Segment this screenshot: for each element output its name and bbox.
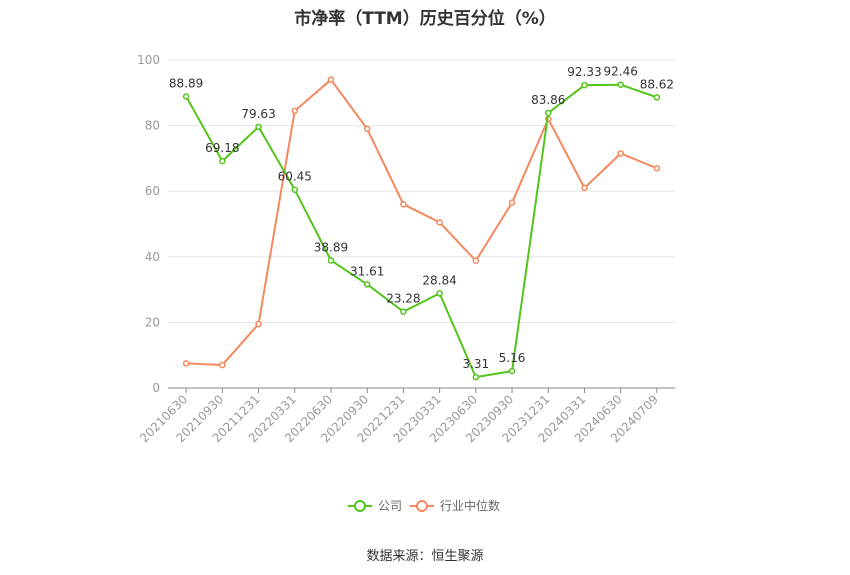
data-point-industry-median	[327, 76, 335, 83]
data-point-company	[581, 81, 588, 89]
data-point-industry-median	[291, 107, 298, 115]
data-point-company	[617, 81, 624, 88]
data-label: 38.89	[314, 240, 348, 254]
data-label: 60.45	[278, 170, 312, 184]
data-point-industry-median	[508, 199, 516, 206]
data-point-industry-median	[219, 361, 226, 369]
data-point-industry-median	[472, 257, 480, 264]
data-label: 28.84	[422, 273, 456, 287]
data-point-company	[327, 257, 335, 264]
series-line-company	[185, 83, 658, 379]
data-point-company	[545, 109, 552, 117]
data-point-company	[508, 367, 516, 375]
data-label: 23.28	[386, 292, 420, 306]
data-label: 5.16	[499, 351, 526, 365]
data-point-company	[400, 308, 407, 315]
data-point-company	[182, 93, 190, 100]
data-label: 69.18	[205, 141, 239, 155]
chart-title: 市净率（TTM）历史百分位（%）	[294, 9, 556, 29]
data-point-industry-median	[363, 125, 371, 133]
data-point-company	[291, 186, 298, 193]
data-point-company	[219, 157, 226, 165]
y-tick-label: 0	[152, 381, 160, 395]
data-point-company	[653, 94, 661, 101]
data-source: 数据来源：恒生聚源	[366, 549, 484, 564]
data-point-industry-median	[617, 150, 624, 157]
data-label: 92.33	[567, 65, 601, 79]
data-point-company	[255, 123, 262, 131]
data-point-industry-median	[653, 164, 661, 172]
legend-label-industry-median: 行业中位数	[440, 498, 500, 513]
legend-label-company: 公司	[378, 499, 402, 513]
data-point-industry-median	[255, 320, 262, 328]
data-label: 3.31	[462, 357, 489, 371]
data-point-company	[472, 373, 480, 381]
data-point-company	[363, 281, 371, 288]
y-tick-label: 80	[145, 119, 160, 133]
data-label: 83.86	[531, 93, 565, 107]
y-tick-label: 60	[145, 184, 160, 198]
legend-marker-industry-median	[416, 500, 428, 512]
data-point-industry-median	[182, 360, 190, 367]
y-tick-label: 40	[145, 250, 160, 264]
data-point-company	[436, 290, 443, 297]
data-label: 88.89	[169, 76, 203, 90]
data-point-industry-median	[436, 219, 443, 226]
data-label: 79.63	[241, 107, 275, 121]
data-label: 92.46	[603, 65, 637, 79]
data-label: 88.62	[640, 77, 674, 91]
data-point-industry-median	[400, 201, 407, 208]
data-point-industry-median	[581, 184, 588, 192]
legend-marker-company	[354, 500, 366, 512]
series-line-industry-median	[186, 78, 658, 367]
y-tick-label: 100	[137, 53, 160, 67]
data-label: 31.61	[350, 264, 384, 278]
y-tick-label: 20	[145, 315, 160, 329]
